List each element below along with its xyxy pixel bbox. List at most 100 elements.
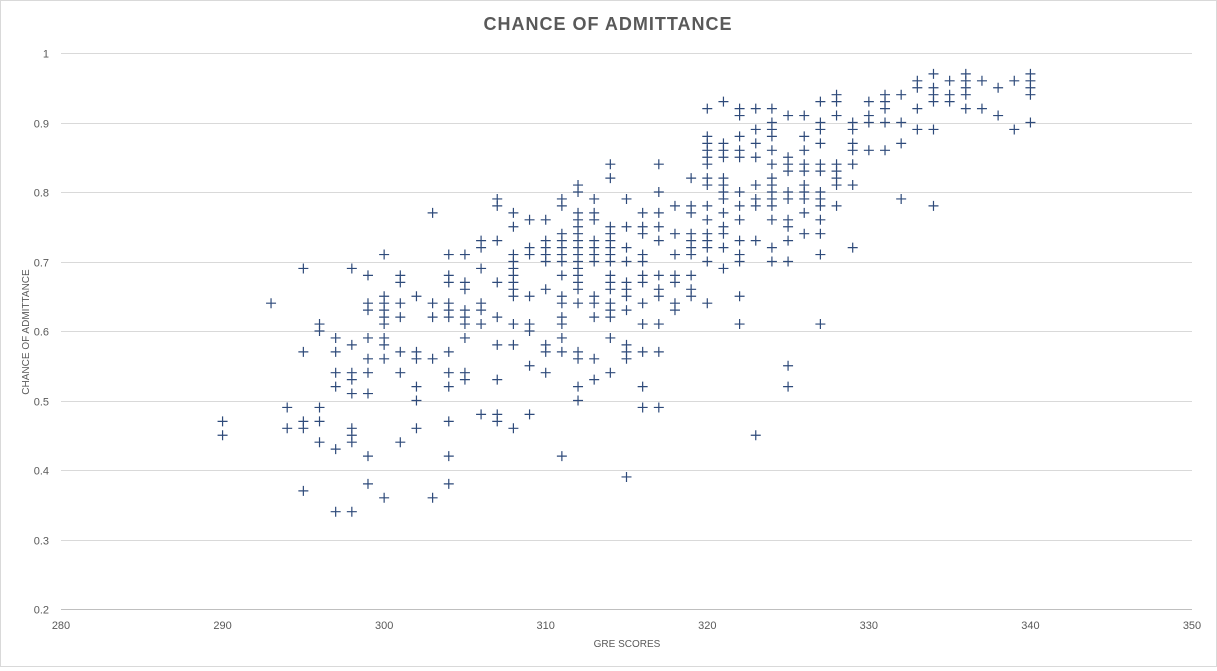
data-point — [976, 103, 987, 114]
data-point — [556, 346, 567, 357]
data-point — [395, 367, 406, 378]
data-point — [1025, 117, 1036, 128]
data-point — [831, 96, 842, 107]
data-point — [395, 312, 406, 323]
data-point — [831, 110, 842, 121]
data-point — [589, 298, 600, 309]
data-point — [766, 145, 777, 156]
data-point — [427, 492, 438, 503]
data-point — [653, 187, 664, 197]
y-tick-label: 0.7 — [34, 258, 49, 270]
data-point — [815, 249, 826, 260]
y-tick-label: 0.4 — [34, 466, 49, 478]
data-point — [556, 319, 567, 330]
data-point — [362, 451, 373, 462]
data-point — [379, 353, 390, 364]
data-point — [573, 284, 584, 295]
data-point — [508, 339, 519, 350]
data-point — [621, 221, 632, 232]
data-point — [702, 103, 713, 114]
data-point — [669, 249, 680, 260]
data-point — [443, 346, 454, 357]
data-point — [669, 228, 680, 239]
data-point — [863, 117, 874, 128]
data-point — [346, 339, 357, 350]
data-point — [928, 200, 939, 211]
data-point — [217, 430, 228, 441]
data-point — [718, 263, 729, 274]
data-point — [427, 298, 438, 309]
data-point — [540, 284, 551, 295]
data-point — [718, 242, 729, 253]
data-point — [799, 207, 810, 218]
data-point — [508, 207, 519, 218]
data-point — [766, 256, 777, 267]
data-point — [847, 159, 858, 170]
data-point — [476, 305, 487, 316]
data-point — [298, 485, 309, 496]
data-point — [734, 200, 745, 211]
data-point — [411, 353, 422, 364]
data-point — [411, 381, 422, 392]
data-point — [556, 200, 567, 211]
data-point — [653, 402, 664, 413]
data-point — [993, 82, 1004, 93]
data-point — [492, 339, 503, 350]
data-point — [1009, 124, 1020, 135]
data-point — [815, 96, 826, 107]
data-point — [524, 360, 535, 371]
data-point — [556, 256, 567, 267]
data-point — [718, 207, 729, 218]
data-point — [1025, 89, 1036, 100]
data-point — [330, 332, 341, 343]
data-point — [653, 207, 664, 218]
data-point — [379, 319, 390, 330]
data-point — [944, 75, 955, 86]
data-point — [621, 242, 632, 253]
data-point — [411, 423, 422, 434]
data-point — [783, 256, 794, 267]
data-point — [702, 298, 713, 309]
data-point — [896, 89, 907, 100]
data-point — [476, 409, 487, 420]
data-point — [750, 180, 761, 191]
data-point — [492, 312, 503, 323]
data-point — [702, 159, 713, 170]
data-point — [346, 437, 357, 448]
data-point — [766, 214, 777, 225]
data-point — [783, 235, 794, 246]
data-point — [346, 506, 357, 517]
data-point — [750, 152, 761, 163]
data-point — [702, 214, 713, 225]
data-point — [540, 214, 551, 225]
data-point — [815, 214, 826, 225]
data-point — [799, 228, 810, 239]
data-point — [524, 291, 535, 302]
data-point — [766, 200, 777, 211]
data-point — [766, 159, 777, 170]
data-point — [702, 200, 713, 211]
data-point — [443, 381, 454, 392]
data-point — [653, 270, 664, 281]
data-point — [815, 200, 826, 211]
x-tick-label: 340 — [1021, 620, 1039, 632]
data-point — [217, 416, 228, 427]
data-point — [799, 110, 810, 121]
data-point — [637, 402, 648, 413]
x-tick-label: 320 — [698, 620, 716, 632]
data-point — [589, 256, 600, 267]
data-point — [799, 131, 810, 142]
data-point — [330, 367, 341, 378]
data-point — [718, 96, 729, 107]
data-point — [960, 89, 971, 100]
data-point — [346, 388, 357, 399]
data-point — [330, 444, 341, 455]
data-point — [492, 235, 503, 246]
data-point — [847, 124, 858, 135]
data-point — [815, 228, 826, 239]
data-point — [524, 326, 535, 336]
data-point — [928, 124, 939, 135]
data-point — [298, 263, 309, 274]
data-point — [362, 478, 373, 489]
